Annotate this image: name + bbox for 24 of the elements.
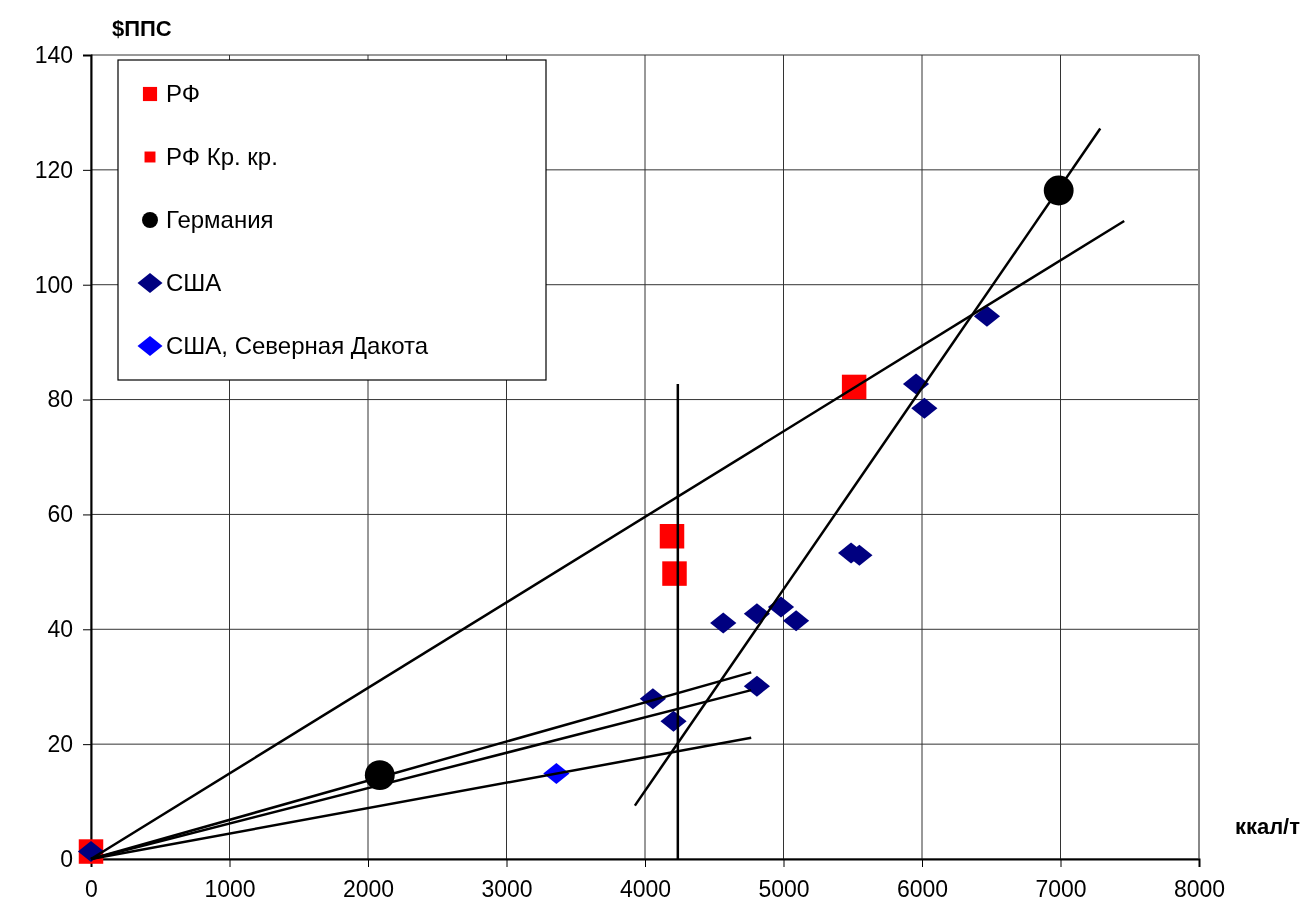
- x-tick-label: 6000: [896, 876, 949, 903]
- x-tick-label: 2000: [342, 876, 395, 903]
- y-tick-label: 60: [47, 501, 73, 528]
- x-tick-label: 7000: [1035, 876, 1087, 903]
- x-tick-label: 3000: [481, 876, 533, 903]
- legend-label: США, Северная Дакота: [166, 332, 429, 359]
- y-tick-label: 80: [47, 386, 73, 413]
- y-tick-label: 0: [60, 845, 73, 872]
- x-tick-label: 8000: [1173, 876, 1226, 903]
- y-tick-label: 140: [34, 41, 73, 68]
- y-tick-label: 100: [34, 271, 73, 298]
- y-tick-label: 40: [47, 616, 73, 643]
- legend-label: США: [166, 269, 222, 296]
- x-tick-label: 5000: [758, 876, 810, 903]
- x-tick-label: 4000: [619, 876, 672, 903]
- legend-label: Германия: [166, 206, 274, 233]
- y-tick-label: 120: [34, 156, 73, 183]
- x-axis-title: ккал/т: [1234, 814, 1301, 839]
- x-tick-label: 0: [85, 876, 98, 903]
- y-axis-title: $ППС: [112, 16, 172, 41]
- legend-label: РФ Кр. кр.: [166, 143, 278, 170]
- y-tick-label: 20: [47, 731, 73, 757]
- x-tick-label: 1000: [204, 876, 256, 903]
- legend-label: РФ: [166, 80, 200, 107]
